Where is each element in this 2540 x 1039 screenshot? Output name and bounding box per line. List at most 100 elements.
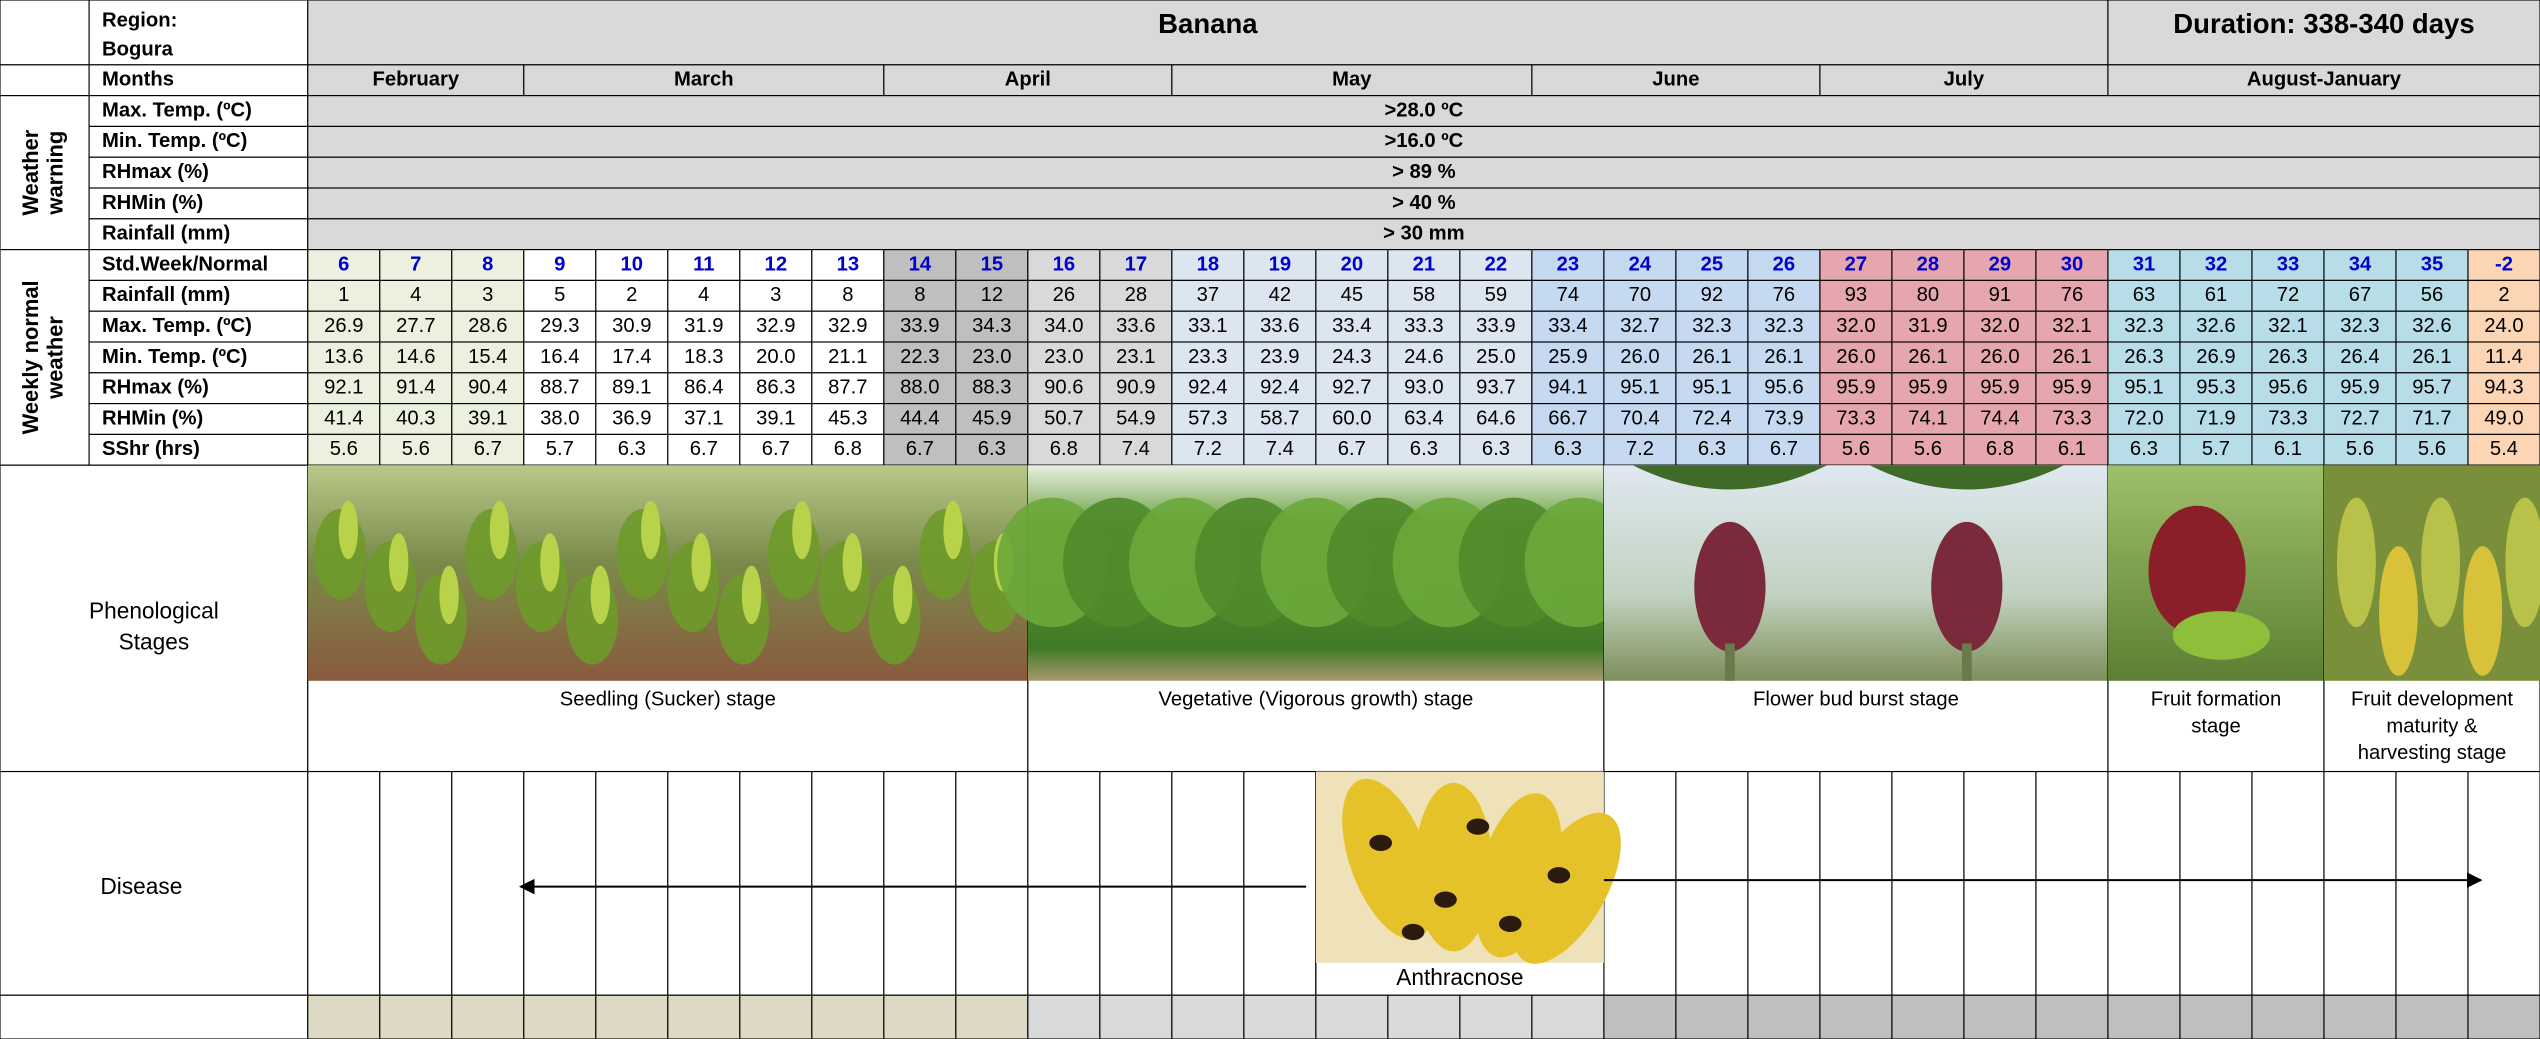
value: 56: [2421, 284, 2444, 306]
warning-cell: [307, 95, 2540, 127]
value-cell: [1459, 403, 1533, 435]
cell: [2107, 0, 2540, 66]
value: 58: [1413, 284, 1436, 306]
value: 42: [1269, 284, 1292, 306]
group-title: weather: [42, 316, 67, 400]
value-cell: [451, 433, 525, 466]
warning-cell: [307, 125, 2540, 158]
stage-label: maturity &: [2386, 715, 2478, 737]
value-cell: [1531, 341, 1605, 374]
value: 63.4: [1404, 407, 1443, 429]
value: 23.0: [972, 346, 1011, 368]
value-cell: [2107, 341, 2181, 374]
value-cell: [451, 341, 525, 374]
value: 26.9: [324, 315, 363, 337]
month-cell: [883, 64, 1173, 97]
week-number: 35: [2421, 253, 2444, 275]
week-cell: [1171, 770, 1245, 996]
week-cell: [1243, 770, 1317, 996]
warning-value: > 89 %: [1392, 161, 1456, 183]
week-cell: [667, 994, 741, 1039]
week-cell: [1675, 994, 1749, 1039]
value-cell: [2251, 403, 2325, 435]
leaf: [741, 565, 762, 625]
value-cell: [1603, 433, 1677, 466]
value: 32.3: [1692, 315, 1731, 337]
leaf: [439, 565, 459, 625]
cell: [0, 994, 309, 1039]
value: 61: [2205, 284, 2228, 306]
value-cell: [667, 310, 741, 343]
month-name: August-January: [2247, 69, 2402, 91]
value: 6.7: [474, 438, 502, 460]
week-number: 19: [1269, 253, 1292, 275]
value-cell: [379, 372, 453, 405]
value: 33.3: [1404, 315, 1443, 337]
value: 32.1: [2052, 315, 2091, 337]
value-cell: [883, 249, 957, 281]
value-cell: [811, 403, 885, 435]
value-cell: [1027, 249, 1101, 281]
spot: [1401, 923, 1425, 941]
cell: [88, 341, 309, 374]
crop-title: Banana: [1158, 8, 1258, 39]
value-cell: [1675, 279, 1749, 312]
value-cell: [739, 372, 813, 405]
value: 95.1: [2124, 377, 2163, 399]
section-title: Phenological: [89, 598, 219, 624]
value-cell: [1891, 433, 1965, 466]
row-label: SShr (hrs): [102, 438, 200, 460]
value-cell: [379, 403, 453, 435]
value-cell: [1963, 341, 2037, 374]
photo: [307, 465, 1028, 681]
value: 32.7: [1620, 315, 1659, 337]
week-cell: [1963, 994, 2037, 1039]
row-label: RHMin (%): [102, 407, 203, 429]
flower-bud: [2148, 505, 2246, 636]
value-cell: [667, 372, 741, 405]
disease-name: Anthracnose: [1396, 964, 1523, 990]
value-cell: [307, 372, 381, 405]
value: 95.9: [2052, 377, 2091, 399]
week-cell: [1027, 770, 1101, 996]
week-number: 11: [693, 253, 714, 275]
week-number: 6: [338, 253, 349, 275]
value: 50.7: [1044, 407, 1083, 429]
week-cell: [307, 994, 381, 1039]
month-name: February: [372, 69, 459, 91]
week-number: 30: [2061, 253, 2084, 275]
section-title: Disease: [100, 873, 182, 899]
value: 92.4: [1260, 377, 1299, 399]
week-cell: [307, 770, 381, 996]
value: 6.3: [2130, 438, 2158, 460]
week-cell: [379, 770, 453, 996]
photo: [1603, 465, 2108, 681]
value-cell: [2035, 433, 2109, 466]
leaf: [792, 500, 812, 560]
week-cell: [1747, 770, 1821, 996]
month-cell: [307, 64, 525, 97]
value-cell: [2035, 249, 2109, 281]
value-cell: [2467, 341, 2540, 374]
week-number: 13: [837, 253, 860, 275]
value-cell: [1099, 403, 1173, 435]
value: 23.3: [1188, 346, 1227, 368]
value-cell: [2035, 279, 2109, 312]
week-number: 9: [554, 253, 565, 275]
value-cell: [739, 279, 813, 312]
value: 86.4: [684, 377, 723, 399]
value: 26.1: [1764, 346, 1803, 368]
value-cell: [1027, 310, 1101, 343]
value: 5.6: [402, 438, 430, 460]
value-cell: [1387, 341, 1461, 374]
spot: [1434, 891, 1457, 908]
value-cell: [1531, 403, 1605, 435]
leaf: [943, 500, 963, 560]
week-cell: [1531, 994, 1605, 1039]
value: 95.9: [1980, 377, 2019, 399]
value: 45.9: [972, 407, 1011, 429]
month-name: July: [1944, 69, 1985, 91]
stage-label: stage: [2191, 715, 2241, 737]
week-cell: [667, 770, 741, 996]
